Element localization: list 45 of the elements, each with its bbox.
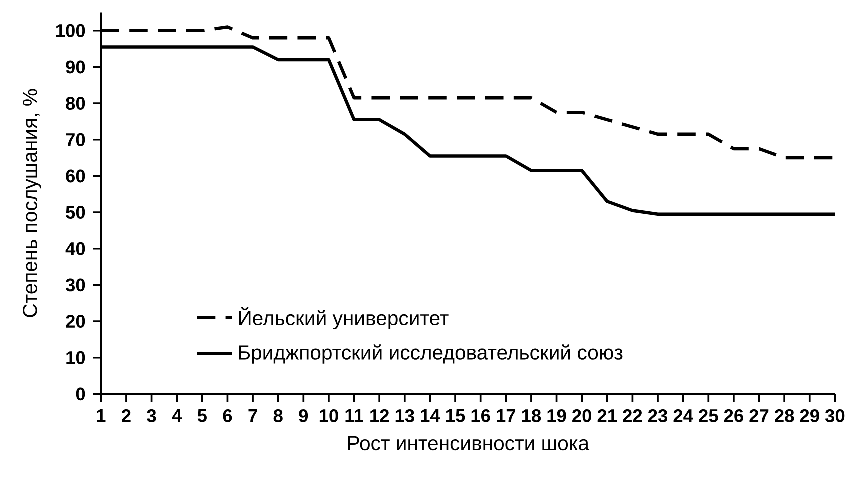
x-tick-label: 19 (548, 409, 566, 422)
x-tick-label: 2 (122, 409, 131, 422)
y-tick-label: 90 (66, 60, 86, 74)
x-tick-label: 26 (724, 409, 744, 422)
y-tick-label: 70 (66, 133, 86, 146)
x-tick-label: 6 (223, 409, 232, 422)
y-tick-label: 20 (66, 315, 86, 328)
x-tick-label: 9 (299, 409, 308, 422)
x-tick-label: 13 (396, 409, 414, 422)
y-tick-label: 50 (66, 206, 86, 220)
x-tick-label: 22 (623, 409, 642, 422)
y-tick-label: 80 (66, 97, 86, 110)
x-tick-label: 10 (320, 409, 338, 422)
x-tick-label: 28 (775, 409, 794, 422)
x-tick-label: 15 (446, 409, 466, 422)
x-tick-label: 12 (370, 409, 390, 422)
y-tick-label: 40 (66, 242, 86, 256)
legend-label: Йельский университет (239, 306, 449, 330)
x-tick-label: 21 (598, 409, 618, 422)
x-tick-label: 5 (198, 409, 207, 422)
y-tick-label: 30 (66, 278, 86, 292)
x-axis-title: Рост интенсивности шока (348, 436, 590, 451)
y-tick-label: 0 (76, 388, 86, 401)
x-tick-label: 1 (97, 409, 106, 422)
x-tick-label: 29 (800, 409, 820, 422)
legend-label: Бриджпортский исследовательский союз (239, 344, 623, 364)
x-tick-label: 4 (172, 409, 182, 422)
x-tick-label: 23 (648, 409, 668, 422)
x-tick-label: 20 (572, 409, 592, 422)
y-tick-label: 10 (66, 351, 86, 364)
x-tick-label: 25 (699, 409, 718, 422)
x-tick-label: 8 (274, 409, 283, 422)
x-tick-label: 18 (522, 409, 542, 422)
x-tick-label: 3 (147, 409, 156, 422)
x-tick-label: 30 (825, 409, 845, 422)
x-tick-label: 7 (248, 409, 258, 422)
y-tick-label: 100 (56, 24, 86, 38)
x-tick-label: 16 (472, 409, 490, 422)
x-tick-label: 27 (750, 409, 769, 422)
y-axis-title: Степень послушания, % (23, 89, 42, 318)
x-tick-label: 24 (674, 409, 694, 422)
y-tick-label: 60 (66, 170, 86, 183)
x-tick-label: 11 (346, 409, 364, 422)
x-tick-label: 17 (497, 409, 516, 422)
x-tick-label: 14 (421, 409, 440, 422)
